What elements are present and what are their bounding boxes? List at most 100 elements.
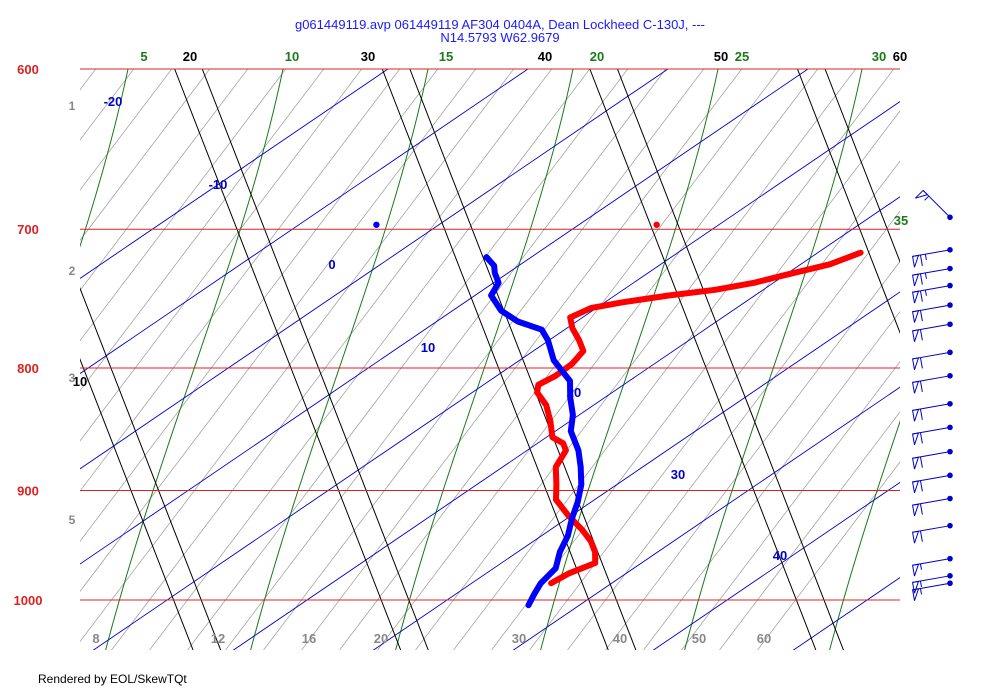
- wind-barb-flag: [911, 503, 920, 517]
- mixing-ratio-line: [80, 69, 325, 392]
- mixing-ratio-line: [80, 69, 135, 141]
- wind-barb: [911, 555, 953, 577]
- pressure-tick-label: 1000: [14, 593, 43, 608]
- wind-barb-feather: [919, 290, 923, 302]
- wind-barb: [911, 495, 953, 517]
- mixing-ratio-line: [80, 69, 287, 342]
- wind-barb-station-dot: [947, 495, 953, 502]
- wind-barb-flag: [911, 588, 920, 601]
- mixing-ratio-label: 8: [92, 631, 99, 646]
- isotherm-label: 40: [538, 49, 552, 64]
- mixing-ratio-line: [187, 69, 629, 650]
- wind-barb-feather: [919, 357, 923, 369]
- pressure-tick-label: 600: [17, 62, 39, 77]
- wind-barb: [911, 302, 953, 323]
- wind-barb-feather: [919, 254, 923, 266]
- wind-barb-feather: [919, 310, 923, 322]
- isotherm-line: [616, 69, 844, 650]
- isotherm-line: [381, 69, 609, 650]
- mixing-ratio-line: [757, 461, 900, 650]
- mixing-ratio-line: [681, 361, 900, 650]
- dry-adiabat-label: 40: [773, 548, 787, 563]
- wind-barb: [911, 472, 953, 493]
- wind-barb-half-feather: [919, 588, 922, 595]
- wind-barb-flag: [911, 530, 920, 544]
- moist-adiabat-label: 20: [590, 49, 604, 64]
- data-series: [373, 221, 864, 609]
- mixing-ratio-line: [339, 69, 781, 650]
- wind-barb: [911, 265, 953, 287]
- renderer-credit: Rendered by EOL/SkewTQt: [38, 672, 187, 686]
- wind-barb-feather: [919, 329, 923, 341]
- mixing-ratio-line: [415, 69, 857, 650]
- mixing-ratio-line: [377, 69, 819, 650]
- mixing-ratio-line: [605, 260, 900, 650]
- moist-adiabat-label: 10: [285, 49, 299, 64]
- chart-title: g061449119.avp 061449119 AF304 0404A, De…: [294, 17, 706, 32]
- mixing-ratio-line: [111, 69, 553, 650]
- moist-adiabat-line: [395, 69, 574, 650]
- wind-barb-station-dot: [947, 247, 953, 253]
- dry-adiabat-line: [792, 577, 900, 650]
- wind-barb-station-dot: [947, 522, 953, 529]
- moist-adiabat-label: 30: [872, 49, 886, 64]
- mixing-ratio-label: 20: [374, 631, 388, 646]
- isotherm-line: [409, 69, 637, 650]
- dry-adiabats: [80, 20, 1000, 700]
- wind-barb: [911, 321, 953, 342]
- wind-barb-feather: [919, 408, 923, 420]
- dewpoint-profile-line: [483, 254, 585, 609]
- wind-barb: [911, 282, 953, 304]
- mixing-ratio-line: [80, 69, 515, 643]
- mixing-ratio-line: [80, 69, 211, 241]
- mixing-ratio-line: [80, 69, 401, 492]
- mixing-ratio-line: [453, 69, 895, 650]
- isotherm-line: [824, 69, 900, 264]
- moist-adiabat-label: 15: [439, 49, 453, 64]
- wind-barb-station-dot: [947, 448, 953, 455]
- dry-adiabat-label: -10: [209, 177, 228, 192]
- wind-barb-flag: [911, 580, 920, 594]
- dry-adiabat-line: [372, 291, 900, 650]
- moist-adiabat-line: [829, 420, 900, 650]
- wind-barb-flag: [911, 480, 920, 493]
- side-label: 1: [69, 99, 76, 113]
- wind-barb-station-dot: [947, 373, 953, 379]
- wind-barb-feather: [919, 380, 923, 392]
- wind-barb: [911, 373, 953, 394]
- pressure-tick-label: 700: [17, 222, 39, 237]
- dry-adiabat-line: [652, 481, 900, 650]
- mixing-ratio-label: 30: [512, 631, 526, 646]
- wind-barb-half-feather: [919, 563, 922, 570]
- wind-barb: [911, 247, 953, 268]
- temperature-profile-line: [534, 249, 864, 587]
- isotherm-label: 10: [73, 374, 87, 389]
- side-label: 2: [69, 264, 76, 278]
- wind-barb-feather: [919, 503, 923, 515]
- moist-adiabat-line: [80, 69, 129, 248]
- mixing-ratio-line: [80, 69, 249, 291]
- wind-barb-station-dot: [947, 472, 953, 479]
- moist-adiabat-label: 25: [735, 49, 749, 64]
- mixing-ratio-line: [529, 160, 900, 650]
- moist-adiabat-line: [250, 69, 429, 650]
- mixing-ratio-line: [149, 69, 591, 650]
- wind-barb-half-feather: [924, 195, 930, 201]
- wind-barb: [911, 580, 953, 601]
- isotherms: [80, 69, 900, 650]
- wind-barb-station-dot: [947, 282, 953, 289]
- wind-barb-feather: [919, 456, 923, 468]
- wind-barb-flag: [911, 563, 920, 577]
- wind-barb-station-dot: [947, 321, 953, 328]
- wind-barb: [911, 349, 953, 370]
- dry-adiabat-line: [860, 20, 1000, 700]
- mixing-ratio-label: 60: [757, 631, 771, 646]
- mixing-ratio-line: [80, 69, 477, 592]
- moist-adiabat-line: [105, 69, 284, 650]
- wind-barb-half-feather: [924, 254, 927, 261]
- moist-adiabat-label: 5: [140, 49, 147, 64]
- wind-barb-half-feather: [924, 272, 927, 279]
- moist-adiabats: [80, 69, 900, 650]
- isotherm-line: [80, 287, 222, 650]
